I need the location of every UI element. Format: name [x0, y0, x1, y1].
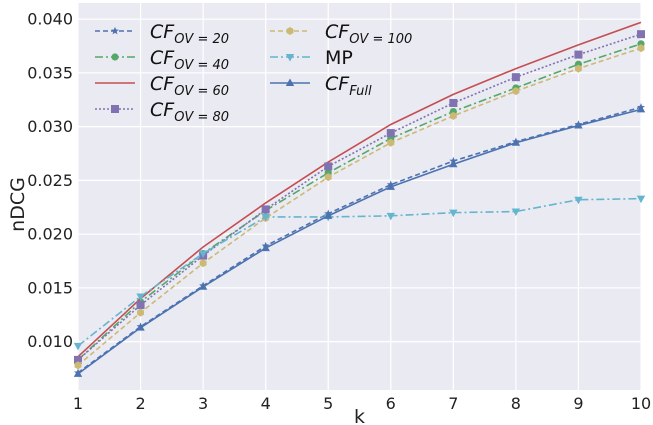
data-point: [261, 205, 270, 214]
y-tick-label: 0.040: [27, 10, 73, 29]
data-point: [74, 361, 82, 370]
plot-background: [78, 3, 641, 390]
data-point: [137, 308, 145, 317]
series-line: [77, 106, 642, 374]
data-point: [574, 196, 583, 205]
series-line: [77, 108, 642, 375]
tick-labels: 1 2 3 4 5 6 7 8 9 10 0.010 0.015 0.020 0.025 0.030 0.03…: [27, 10, 651, 413]
data-point: [324, 173, 332, 182]
legend-marker: [111, 26, 119, 35]
data-point: [324, 162, 333, 171]
legend-entry: CFOV = 20: [95, 21, 229, 47]
data-point: [637, 44, 645, 53]
x-tick-label: 9: [573, 394, 583, 413]
data-point: [386, 182, 395, 190]
series-line: [77, 33, 642, 361]
legend-label: CFOV = 100: [325, 21, 412, 47]
x-tick-label: 5: [323, 394, 333, 413]
series-line: [77, 21, 642, 358]
data-point: [511, 138, 521, 146]
x-tick-label: 8: [511, 394, 521, 413]
y-tick-label: 0.015: [27, 278, 73, 297]
data-point: [136, 323, 145, 331]
data-point: [136, 293, 145, 301]
legend-label: CFOV = 40: [150, 47, 229, 73]
data-point: [386, 212, 395, 221]
y-tick-label: 0.030: [27, 117, 73, 136]
legend-marker: [111, 53, 119, 61]
data-point: [73, 342, 83, 351]
data-point: [574, 121, 583, 129]
data-point: [136, 301, 145, 310]
legend-entry: CFOV = 60: [95, 73, 229, 99]
legend-entry: CFOV = 40: [95, 47, 229, 73]
data-point: [261, 213, 270, 222]
legend-label: MP: [325, 47, 353, 69]
data-point: [324, 211, 333, 219]
y-tick-label: 0.010: [27, 332, 73, 351]
legend-label: CFFull: [325, 73, 372, 99]
data-point: [74, 355, 82, 364]
data-point: [261, 243, 270, 252]
series-cf-ov-60: [77, 21, 642, 358]
data-point: [574, 50, 583, 59]
legend-label: CFOV = 60: [150, 73, 229, 99]
legend-marker: [111, 105, 119, 113]
y-tick-label: 0.020: [27, 225, 73, 244]
x-tick-label: 7: [448, 394, 458, 413]
series-line: [77, 43, 642, 361]
data-point: [198, 282, 208, 290]
series-layer: [73, 21, 646, 377]
legend-entry: CFFull: [270, 73, 372, 99]
data-point: [449, 111, 457, 120]
x-tick-label: 3: [198, 394, 208, 413]
data-point: [511, 73, 520, 82]
data-point: [449, 209, 458, 218]
legend-marker: [285, 78, 295, 86]
x-tick-label: 6: [386, 394, 396, 413]
legend-label: CFOV = 20: [150, 21, 229, 47]
y-axis-label: nDCG: [7, 177, 29, 232]
series-cf-ov-100: [74, 44, 645, 370]
series-line: [77, 47, 642, 366]
data-point: [199, 259, 207, 268]
x-tick-label: 10: [631, 394, 651, 413]
x-tick-label: 2: [135, 394, 145, 413]
data-point: [574, 64, 582, 73]
data-point: [387, 138, 395, 147]
x-tick-label: 1: [73, 394, 83, 413]
data-point: [636, 195, 646, 204]
legend-label: CFOV = 80: [150, 99, 229, 125]
data-point: [511, 208, 521, 217]
series-line: [77, 197, 642, 347]
data-point: [73, 369, 83, 377]
data-point: [198, 250, 208, 258]
legend-entry: MP: [270, 47, 353, 69]
legend-marker: [286, 27, 294, 35]
y-tick-label: 0.025: [27, 171, 73, 190]
data-point: [449, 159, 458, 168]
data-point: [512, 87, 520, 96]
y-tick-label: 0.035: [27, 63, 73, 82]
series-cf-full: [73, 104, 646, 377]
series-mp: [73, 195, 646, 351]
legend-marker: [285, 54, 295, 62]
data-point: [386, 129, 395, 138]
legend-entry: CFOV = 80: [95, 99, 229, 125]
legend-entry: CFOV = 100: [270, 21, 412, 47]
data-point: [637, 30, 645, 39]
x-tick-label: 4: [261, 394, 271, 413]
series-cf-ov-80: [74, 30, 645, 364]
data-point: [636, 104, 646, 113]
data-point: [449, 98, 458, 107]
x-axis-label: k: [354, 406, 365, 425]
